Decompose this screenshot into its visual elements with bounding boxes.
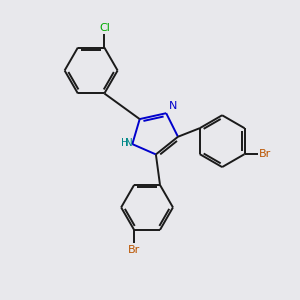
Text: Br: Br — [128, 244, 140, 255]
Text: H: H — [121, 138, 129, 148]
Text: N: N — [124, 138, 132, 148]
Text: N: N — [169, 101, 177, 111]
Text: Cl: Cl — [99, 23, 110, 33]
Text: Br: Br — [259, 149, 272, 159]
